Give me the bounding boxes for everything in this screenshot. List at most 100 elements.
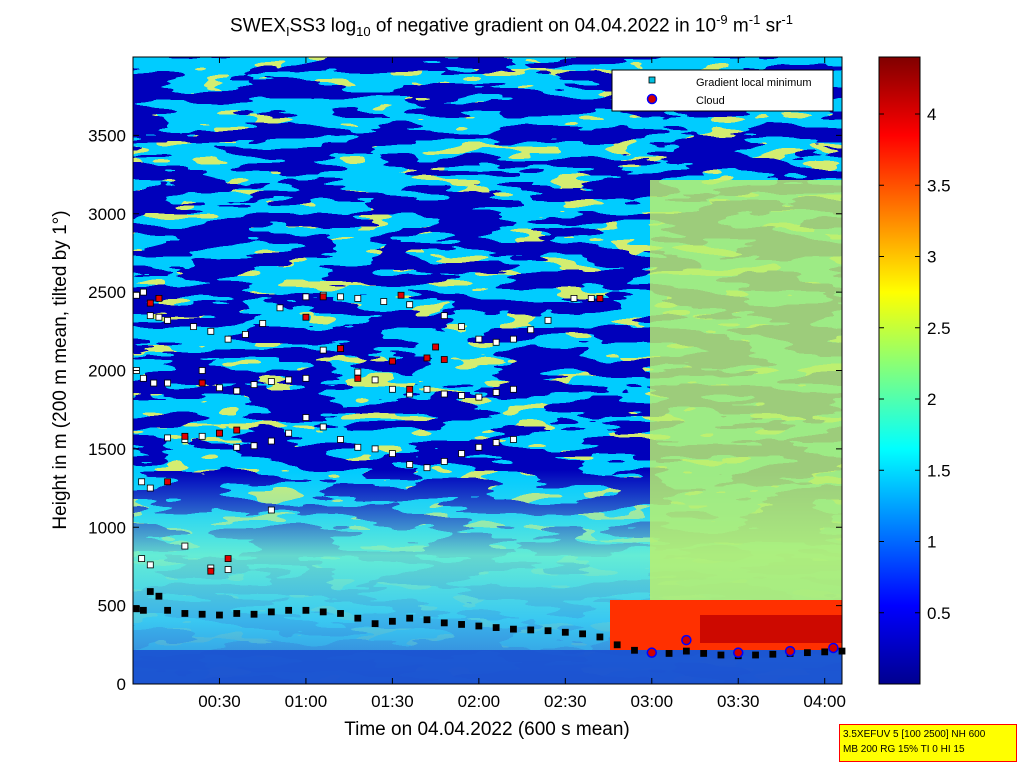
gradient-minimum-point <box>139 374 147 382</box>
y-tick-label: 500 <box>98 597 126 616</box>
x-tick-label: 02:00 <box>458 692 501 711</box>
gradient-minimum-point <box>579 630 587 638</box>
cloud-point <box>423 354 431 362</box>
cloud-point <box>354 374 362 382</box>
gradient-minimum-point <box>216 384 223 392</box>
gradient-minimum-point <box>198 610 206 618</box>
gradient-minimum-point <box>319 608 327 616</box>
gradient-minimum-point <box>475 443 483 451</box>
y-tick-label: 3500 <box>88 126 126 145</box>
colorbar-tick-label: 2.5 <box>927 319 951 338</box>
colorbar-tick-label: 3 <box>927 248 936 267</box>
cloud-point <box>216 429 223 437</box>
gradient-minimum-point <box>302 293 310 301</box>
gradient-minimum-point <box>440 458 448 465</box>
gradient-minimum-point <box>544 627 552 635</box>
y-tick-label: 2500 <box>88 283 126 302</box>
colorbar-axis: 0.5 1 1.5 2 2.5 3 3.5 4 <box>879 105 951 623</box>
gradient-minimum-point <box>380 298 388 305</box>
gradient-minimum-point <box>319 423 327 431</box>
cloud-point <box>388 357 396 365</box>
x-tick-label: 01:00 <box>285 692 328 711</box>
gradient-minimum-point <box>155 313 163 321</box>
gradient-minimum-point <box>139 606 147 614</box>
marker-layer <box>133 288 846 660</box>
gradient-minimum-point <box>133 291 140 299</box>
info-box: 3.5XEFUV 5 [100 2500] NH 600 MB 200 RG 1… <box>839 724 1017 762</box>
gradient-minimum-point <box>250 381 258 389</box>
gradient-minimum-point <box>190 323 197 331</box>
gradient-minimum-point <box>752 651 759 659</box>
gradient-minimum-point <box>510 335 517 343</box>
y-tick-label: 1000 <box>88 518 126 537</box>
gradient-minimum-point <box>146 561 154 569</box>
gradient-minimum-point <box>406 461 414 468</box>
cloud-point <box>207 567 215 575</box>
gradient-minimum-point <box>804 649 811 657</box>
gradient-minimum-point <box>198 367 206 374</box>
gradient-minimum-point <box>596 633 604 641</box>
cloud-point <box>432 343 440 351</box>
gradient-minimum-point <box>492 624 500 631</box>
chart-title: SWEXISS3 log10 of negative gradient on 0… <box>230 12 793 40</box>
colorbar <box>879 57 920 684</box>
gradient-minimum-point <box>337 293 344 301</box>
gradient-minimum-point <box>285 606 293 614</box>
gradient-minimum-point <box>146 312 154 320</box>
gradient-minimum-point <box>388 617 396 625</box>
gradient-minimum-point <box>406 301 414 309</box>
x-axis-label: Time on 04.04.2022 (600 s mean) <box>344 719 630 740</box>
gradient-minimum-point <box>224 335 232 343</box>
colorbar-tick-label: 1.5 <box>927 461 951 480</box>
legend-label-gradient: Gradient local minimum <box>696 77 812 89</box>
cloud-point <box>397 291 405 299</box>
gradient-minimum-point <box>613 641 621 649</box>
gradient-minimum-point <box>224 566 232 573</box>
gradient-minimum-point <box>233 610 241 617</box>
gradient-minimum-point <box>458 323 465 331</box>
colorbar-tick-label: 0.5 <box>927 604 951 623</box>
gradient-minimum-point <box>458 450 465 457</box>
gradient-minimum-point <box>267 437 275 445</box>
x-tick-label: 01:30 <box>371 692 414 711</box>
gradient-minimum-point <box>458 392 465 399</box>
gradient-minimum-point <box>371 445 379 453</box>
gradient-minimum-point <box>146 588 154 595</box>
info-line-1: 3.5XEFUV 5 [100 2500] NH 600 <box>843 729 986 740</box>
gradient-minimum-point <box>164 606 171 614</box>
colorbar-tick-label: 2 <box>927 390 936 409</box>
legend-marker-circle <box>646 93 658 105</box>
y-tick-label: 0 <box>117 675 126 694</box>
y-axis-label: Height in m (200 m mean, tilted by 1°) <box>50 210 71 529</box>
gradient-minimum-point <box>302 374 310 382</box>
gradient-minimum-point <box>440 390 448 398</box>
gradient-minimum-point <box>164 434 171 442</box>
gradient-minimum-point <box>388 385 396 393</box>
gradient-minimum-point <box>138 478 146 486</box>
gradient-minimum-point <box>475 335 483 343</box>
y-tick-label: 1500 <box>88 440 126 459</box>
cloud-point <box>164 478 171 486</box>
gradient-minimum-point <box>133 605 140 613</box>
cloud-point <box>302 313 310 321</box>
cloud-point <box>233 426 241 434</box>
gradient-minimum-point <box>700 650 708 657</box>
gradient-minimum-point <box>682 647 690 655</box>
gradient-minimum-point <box>250 610 258 618</box>
legend: Gradient local minimum Cloud <box>611 69 834 112</box>
legend-marker-square <box>648 76 656 84</box>
gradient-minimum-point <box>388 450 396 457</box>
info-line-2: MB 200 RG 15% TI 0 HI 15 <box>843 744 965 755</box>
cloud-point <box>146 299 154 307</box>
gradient-minimum-point <box>150 379 158 387</box>
gradient-minimum-point <box>492 439 500 447</box>
gradient-minimum-point <box>207 327 215 335</box>
gradient-minimum-point <box>285 376 293 384</box>
gradient-minimum-point <box>510 625 517 633</box>
cloud-point <box>224 555 232 562</box>
gradient-minimum-point <box>492 338 500 346</box>
gradient-minimum-point <box>527 326 535 334</box>
gradient-minimum-point <box>423 464 431 472</box>
cloud-point <box>732 647 744 658</box>
gradient-minimum-point <box>181 610 189 617</box>
